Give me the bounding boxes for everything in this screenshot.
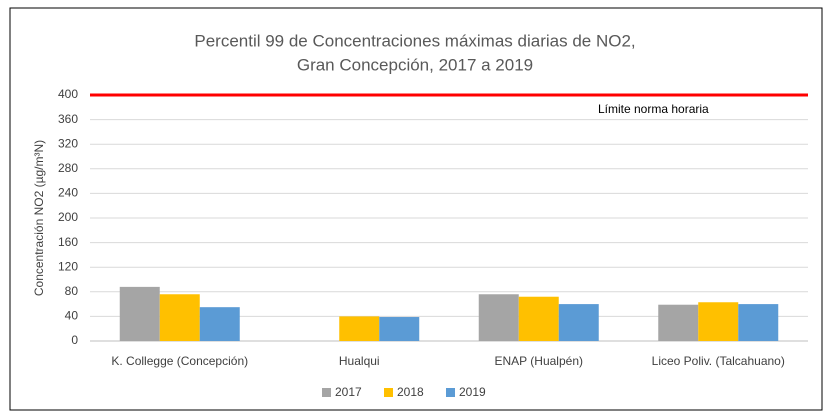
bar (339, 316, 380, 341)
chart-title: Gran Concepción, 2017 a 2019 (297, 55, 533, 74)
y-tick-label: 400 (58, 87, 78, 101)
bar (558, 304, 599, 341)
y-tick-label: 360 (58, 112, 78, 126)
chart-frame (9, 7, 823, 411)
y-tick-label: 200 (58, 210, 78, 224)
y-tick-label: 160 (58, 235, 78, 249)
legend-label: 2018 (397, 385, 424, 399)
legend-swatch (446, 388, 455, 397)
legend-swatch (322, 388, 331, 397)
y-tick-label: 0 (71, 333, 78, 347)
x-tick-label: Liceo Poliv. (Talcahuano) (652, 354, 785, 368)
bar (379, 317, 420, 341)
bar (518, 296, 559, 341)
y-tick-label: 320 (58, 136, 78, 150)
legend-label: 2019 (459, 385, 486, 399)
x-tick-label: ENAP (Hualpén) (495, 354, 584, 368)
reference-label: Límite norma horaria (598, 102, 709, 116)
y-tick-label: 240 (58, 186, 78, 200)
bar (738, 304, 779, 341)
legend-swatch (384, 388, 393, 397)
bar (119, 286, 160, 341)
y-tick-label: 80 (65, 284, 79, 298)
bar (199, 307, 240, 341)
x-tick-label: Hualqui (339, 354, 380, 368)
bar (698, 302, 739, 341)
y-tick-label: 280 (58, 161, 78, 175)
x-tick-label: K. Collegge (Concepción) (111, 354, 248, 368)
y-tick-label: 40 (65, 309, 79, 323)
bar (478, 294, 519, 341)
bar (159, 294, 200, 341)
legend-label: 2017 (335, 385, 362, 399)
chart-title: Percentil 99 de Concentraciones máximas … (194, 31, 635, 50)
y-axis-label: Concentración NO2 (µg/m³N) (32, 140, 46, 296)
y-tick-label: 120 (58, 259, 78, 273)
bar (658, 304, 699, 341)
